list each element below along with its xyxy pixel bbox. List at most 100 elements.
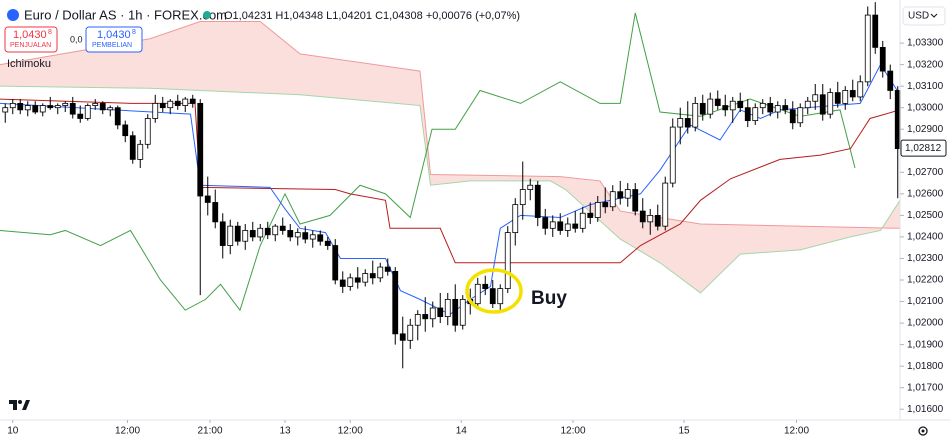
candle-body xyxy=(617,191,624,199)
ichimoku-line xyxy=(0,63,901,316)
candle-body xyxy=(594,202,601,218)
symbol-title[interactable]: Euro / Dollar AS · 1h · FOREX.com xyxy=(24,7,227,22)
candle-body xyxy=(842,90,849,104)
x-tick-label: 10 xyxy=(7,426,19,437)
candle-body xyxy=(392,270,399,335)
indicator-label[interactable]: Ichimoku xyxy=(7,58,51,70)
y-tick-label: 1,02300 xyxy=(907,253,944,264)
candle-body xyxy=(369,273,376,279)
candle-body xyxy=(324,240,331,246)
candle-body xyxy=(294,232,301,238)
ichimoku-line xyxy=(0,85,901,294)
currency-caret[interactable] xyxy=(930,13,938,18)
y-tick-label: 1,02500 xyxy=(907,210,944,221)
candle-body xyxy=(752,107,759,122)
candle-body xyxy=(197,102,204,197)
x-tick-label: 13 xyxy=(279,426,291,437)
candle-body xyxy=(377,266,384,279)
logo-part xyxy=(9,400,17,410)
buy-price[interactable]: 1,0430 xyxy=(97,29,131,41)
candle-body xyxy=(399,333,406,341)
candle-body xyxy=(39,105,46,113)
candle-body xyxy=(542,217,549,229)
settings-button[interactable] xyxy=(918,426,928,436)
candle-body xyxy=(279,225,286,231)
candle-body xyxy=(572,223,579,229)
candle-body xyxy=(77,113,84,119)
candle-body xyxy=(144,118,151,145)
spread: 0,0 xyxy=(70,34,83,44)
symbol-icon xyxy=(7,9,19,21)
candle-body xyxy=(639,210,646,223)
market-status xyxy=(203,11,211,19)
gear-center[interactable] xyxy=(921,429,925,433)
y-tick-label: 1,01700 xyxy=(907,382,944,393)
candle-body xyxy=(422,314,429,320)
buy-annotation: Buy xyxy=(531,288,567,309)
ichimoku-line xyxy=(0,98,901,264)
candle-body xyxy=(797,107,804,124)
candle-body xyxy=(774,105,781,113)
candle-body xyxy=(714,98,721,106)
sell-box[interactable] xyxy=(4,26,58,53)
x-tick-label: 12:00 xyxy=(338,426,363,437)
sell-label[interactable]: PENJUALAN xyxy=(10,42,51,49)
candle-body xyxy=(677,118,684,128)
candle-body xyxy=(249,230,256,238)
candle-body xyxy=(167,100,174,109)
sell-button[interactable]: 1,0430 8 PENJUALAN xyxy=(4,26,58,53)
candle-body xyxy=(887,70,894,91)
candle-body xyxy=(564,223,571,231)
candle-body xyxy=(557,221,564,231)
sell-price[interactable]: 1,0430 xyxy=(13,29,47,41)
candle-body xyxy=(737,100,744,109)
currency-selector[interactable]: USD xyxy=(902,6,946,26)
candle-body xyxy=(587,212,594,218)
candle-body xyxy=(519,189,526,206)
candle-body xyxy=(69,102,76,115)
candle-body xyxy=(692,102,699,128)
buy-box[interactable] xyxy=(85,26,143,53)
candle-body xyxy=(17,102,24,111)
candle-body xyxy=(354,277,361,283)
candle-body xyxy=(212,202,219,223)
y-tick-label: 1,02900 xyxy=(907,124,944,135)
candle-body xyxy=(264,227,271,236)
candle-body xyxy=(302,232,309,240)
y-tick-label: 1,02400 xyxy=(907,232,944,243)
candle-body xyxy=(624,189,631,199)
x-tick-label: 15 xyxy=(678,426,690,437)
candle-body xyxy=(767,102,774,113)
candle-body xyxy=(234,225,241,242)
currency[interactable]: USD xyxy=(908,11,929,22)
candle-body xyxy=(444,298,451,318)
candle-body xyxy=(287,230,294,238)
candle-body xyxy=(159,102,166,109)
logo-part xyxy=(22,400,30,410)
candle-body xyxy=(782,105,789,111)
last-price-label: 1,02812 xyxy=(905,143,942,154)
currency-box[interactable] xyxy=(902,6,946,26)
buy-label[interactable]: PEMBELIAN xyxy=(92,42,132,49)
candle-body xyxy=(654,214,661,227)
candle-body xyxy=(129,135,136,160)
sell-pip[interactable]: 8 xyxy=(48,29,52,36)
buy-pip[interactable]: 8 xyxy=(132,29,136,36)
x-tick-label: 12:00 xyxy=(560,426,585,437)
y-tick-label: 1,01600 xyxy=(907,404,944,415)
axes: 1,01600 1,01700 1,01800 1,01900 1,02000 1,021… xyxy=(7,38,947,437)
buy-button[interactable]: 1,0430 8 PEMBELIAN xyxy=(85,26,143,53)
candle-body xyxy=(512,204,519,234)
ichimoku-line xyxy=(0,21,901,229)
candle-body xyxy=(609,191,616,208)
candle-body xyxy=(864,14,871,83)
candle-body xyxy=(24,105,31,111)
candle-body xyxy=(834,92,841,104)
candle-body xyxy=(872,14,879,48)
candle-body xyxy=(47,105,54,109)
candle-body xyxy=(812,94,819,102)
candle-body xyxy=(699,102,706,115)
gear[interactable] xyxy=(918,426,928,436)
candle-body xyxy=(257,227,264,238)
